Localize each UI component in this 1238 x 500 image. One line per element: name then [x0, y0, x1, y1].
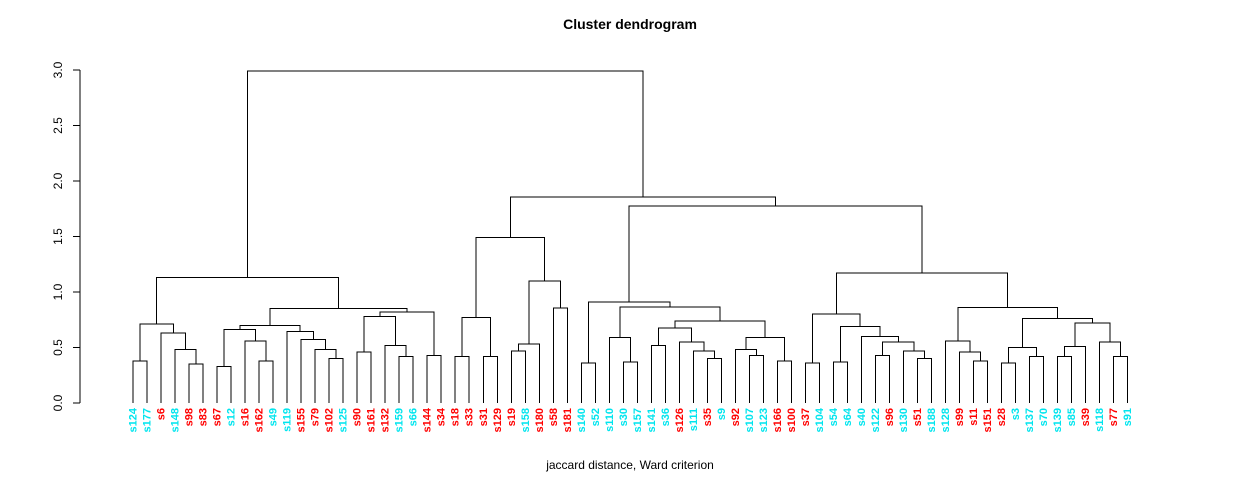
leaf-label: s54 [828, 407, 840, 426]
leaf-label: s129 [492, 408, 504, 432]
leaf-label: s111 [688, 408, 700, 431]
leaf-label: s130 [898, 408, 910, 432]
leaf-label: s124 [128, 407, 140, 432]
leaf-label: s67 [212, 408, 224, 426]
leaf-label: s122 [870, 408, 882, 432]
leaf-label: s77 [1108, 408, 1120, 426]
leaf-label: s137 [1024, 408, 1036, 432]
leaf-label: s107 [744, 408, 756, 432]
leaf-label: s28 [996, 408, 1008, 426]
leaf-label: s34 [436, 407, 448, 426]
leaf-label: s126 [674, 408, 686, 432]
leaf-label: s141 [646, 408, 658, 432]
leaf-label: s83 [198, 408, 210, 426]
leaf-label: s18 [450, 408, 462, 426]
leaf-label: s3 [1010, 408, 1022, 420]
y-axis: 0.0 0.5 1.0 1.5 2.0 2.5 3.0 [51, 61, 81, 411]
leaf-label: s104 [814, 407, 826, 432]
leaf-label: s12 [226, 408, 238, 426]
leaf-label: s180 [534, 408, 546, 432]
leaf-label: s177 [142, 408, 154, 432]
leaf-label: s125 [338, 408, 350, 432]
leaf-label: s98 [184, 408, 196, 426]
y-tick-label: 1.5 [51, 228, 65, 245]
y-tick-label: 3.0 [51, 61, 65, 78]
leaf-label: s99 [954, 408, 966, 426]
leaf-label: s151 [982, 408, 994, 432]
leaf-label: s140 [576, 408, 588, 432]
leaf-labels: s124 s177 s6 s148 s98 s83 s67 s12 s16 s162 s49 s119… [128, 407, 1135, 432]
leaf-label: s6 [156, 408, 168, 420]
leaf-label: s37 [800, 408, 812, 426]
leaf-label: s123 [758, 408, 770, 432]
leaf-label: s155 [296, 408, 308, 432]
leaf-label: s159 [394, 408, 406, 432]
leaf-label: s39 [1080, 408, 1092, 426]
leaf-label: s148 [170, 408, 182, 432]
tree-lines [132, 70, 1129, 403]
y-tick-label: 2.0 [51, 172, 65, 189]
leaf-label: s128 [940, 408, 952, 432]
leaf-label: s166 [772, 408, 784, 432]
leaf-label: s11 [968, 408, 980, 426]
leaf-label: s157 [632, 408, 644, 432]
leaf-label: s181 [562, 408, 574, 432]
leaf-label: s119 [282, 408, 294, 432]
leaf-label: s161 [366, 408, 378, 432]
y-tick-label: 1.0 [51, 283, 65, 300]
leaf-label: s31 [478, 408, 490, 426]
leaf-label: s139 [1052, 408, 1064, 432]
leaf-label: s35 [702, 408, 714, 426]
leaf-label: s52 [590, 408, 602, 426]
y-tick-label: 2.5 [51, 117, 65, 134]
dendrogram-branches [132, 70, 1129, 403]
leaf-label: s51 [912, 408, 924, 426]
leaf-label: s64 [842, 407, 854, 426]
leaf-label: s9 [716, 408, 728, 420]
leaf-label: s92 [730, 408, 742, 426]
leaf-label: s58 [548, 408, 560, 426]
leaf-label: s102 [324, 408, 336, 432]
leaf-label: s85 [1066, 408, 1078, 426]
leaf-label: s96 [884, 408, 896, 426]
leaf-label: s158 [520, 408, 532, 432]
leaf-label: s66 [408, 408, 420, 426]
leaf-label: s100 [786, 408, 798, 432]
leaf-label: s70 [1038, 408, 1050, 426]
leaf-label: s19 [506, 408, 518, 426]
leaf-label: s188 [926, 408, 938, 432]
leaf-label: s49 [268, 408, 280, 426]
y-tick-label: 0.5 [51, 339, 65, 356]
leaf-label: s110 [604, 408, 616, 432]
x-axis-label: jaccard distance, Ward criterion [545, 458, 714, 472]
leaf-label: s144 [422, 407, 434, 432]
leaf-label: s16 [240, 408, 252, 426]
y-tick-label: 0.0 [51, 394, 65, 411]
leaf-label: s79 [310, 408, 322, 426]
leaf-label: s30 [618, 408, 630, 426]
chart-title: Cluster dendrogram [563, 16, 697, 32]
leaf-label: s118 [1094, 408, 1106, 432]
leaf-label: s40 [856, 408, 868, 426]
leaf-label: s132 [380, 408, 392, 432]
leaf-label: s90 [352, 408, 364, 426]
leaf-label: s91 [1122, 408, 1134, 426]
leaf-label: s33 [464, 408, 476, 426]
leaf-label: s36 [660, 408, 672, 426]
leaf-label: s162 [254, 408, 266, 432]
